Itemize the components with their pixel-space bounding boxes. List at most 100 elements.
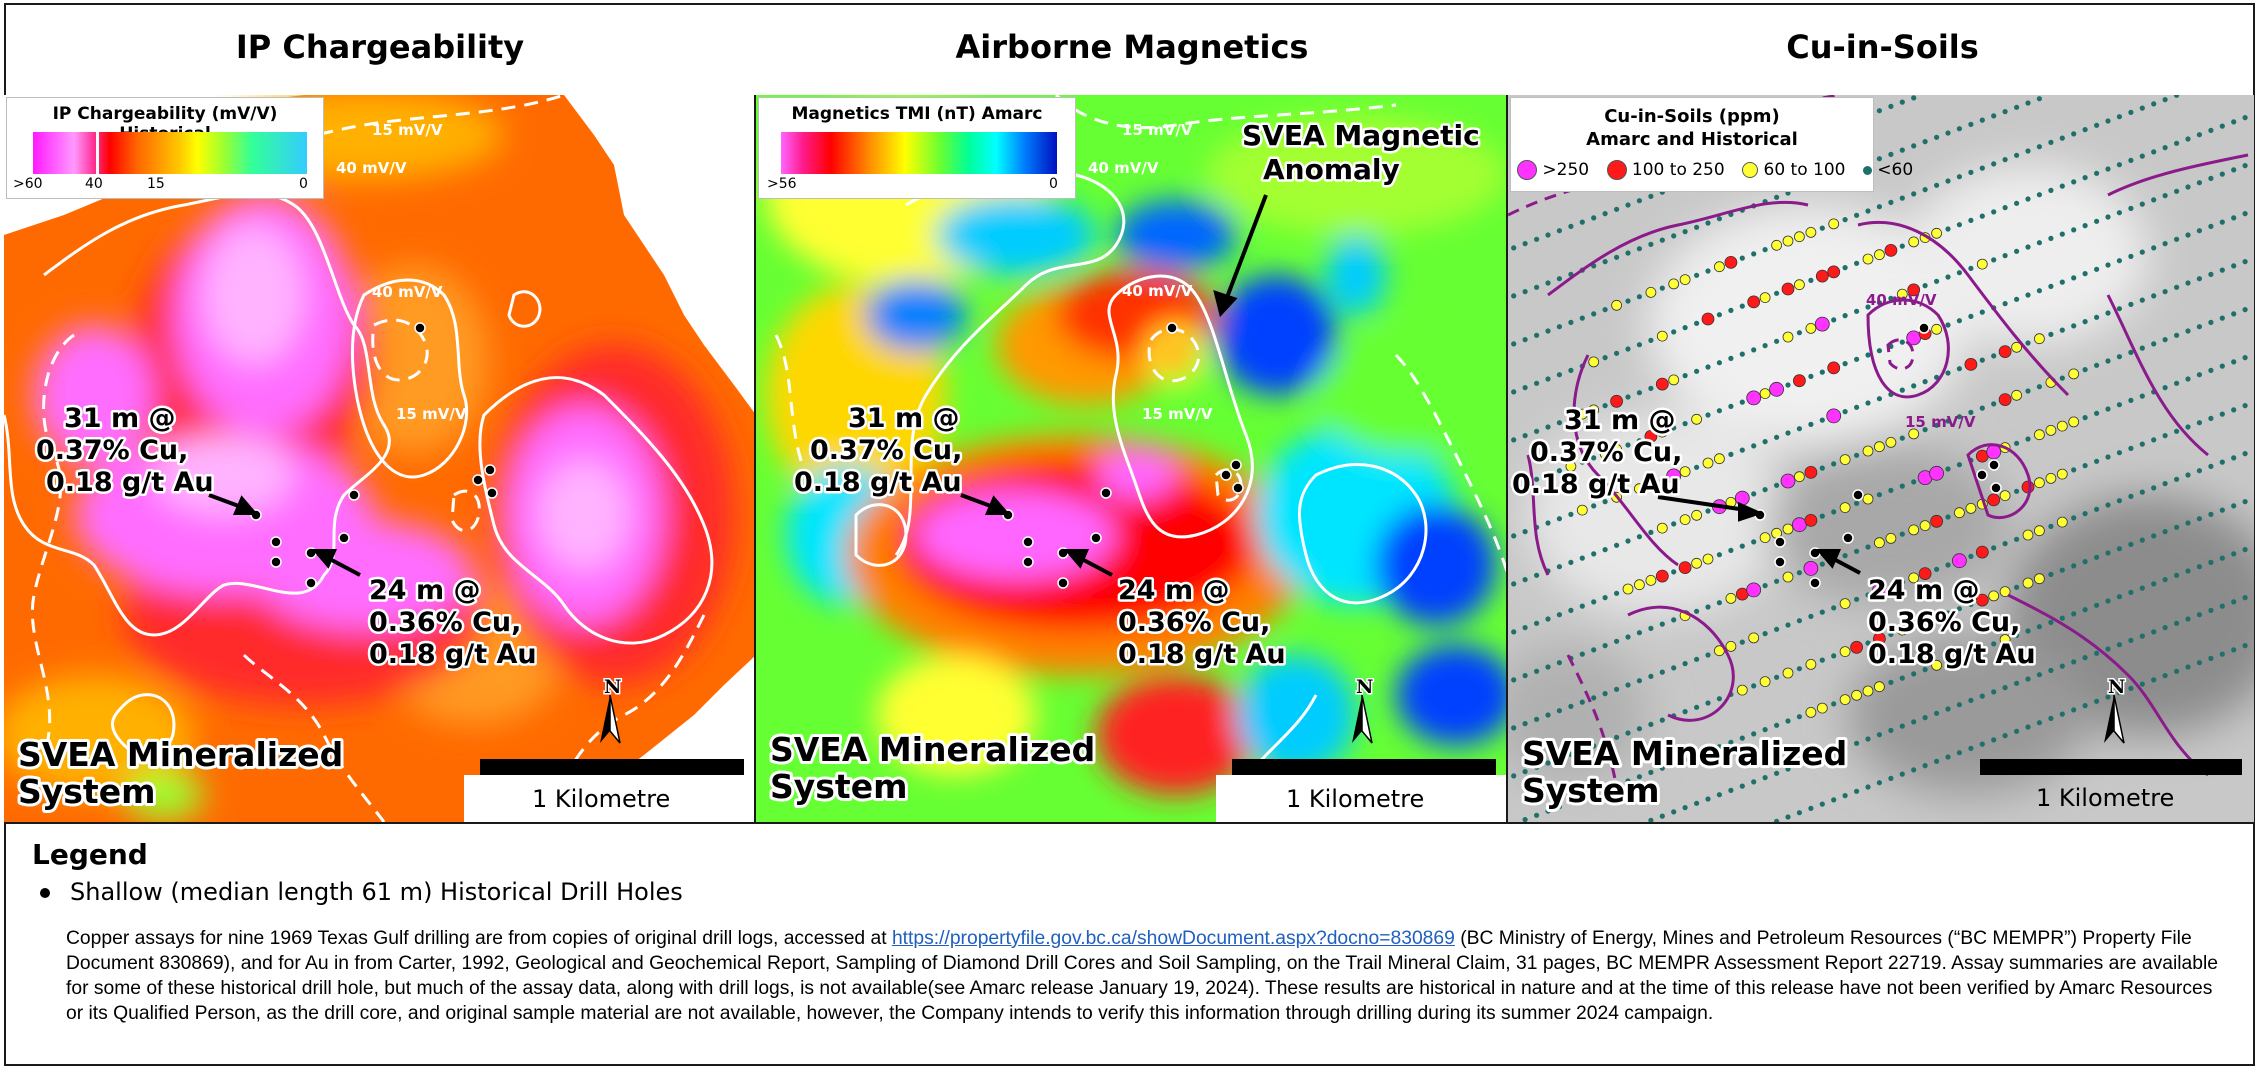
soil-sample [1819, 753, 1825, 759]
soil-sample [2071, 179, 2077, 185]
soil-sample [1872, 632, 1886, 646]
soil-sample [1579, 315, 1585, 321]
soil-sample [1991, 737, 1997, 743]
soil-sample [1602, 403, 1608, 409]
soil-sample [1839, 694, 1851, 705]
anomaly-label-2: Anomaly [1263, 153, 1400, 186]
soil-sample [2242, 307, 2248, 313]
soil-sample [1865, 640, 1871, 646]
soil-sample [2094, 506, 2100, 512]
soil-sample [1911, 623, 1917, 629]
soil-sample [1911, 719, 1917, 725]
soil-sample [1556, 516, 1562, 522]
soil-sample [1591, 503, 1597, 509]
soil-sample [1568, 223, 1574, 229]
scale-label: 1 Kilometre [1286, 785, 1424, 813]
soil-sample [1850, 640, 1864, 654]
soil-sample [1759, 292, 1771, 304]
soil-sample [1908, 428, 1920, 440]
soil-sample [1819, 465, 1825, 471]
soil-sample [1625, 346, 1631, 352]
soil-sample [1568, 607, 1574, 614]
soil-sample [2082, 415, 2088, 421]
soil-sample [2025, 628, 2031, 634]
soil-sample [1739, 783, 1745, 789]
soil-sample [1534, 284, 1540, 290]
soil-sample [2208, 367, 2214, 373]
soil-sample [2059, 711, 2065, 717]
soil-sample [2116, 546, 2122, 552]
soil-sample [1945, 706, 1951, 712]
soil-sample [2105, 214, 2111, 220]
soil-sample [1579, 219, 1585, 225]
soil-sample [1625, 490, 1631, 496]
soil-sample [1793, 231, 1805, 243]
soil-sample [1945, 226, 1951, 232]
soil-sample [1873, 441, 1885, 453]
soil-sample [1805, 659, 1817, 670]
soil-sample [1534, 764, 1540, 770]
soil-sample [1934, 182, 1940, 188]
soil-sample [1671, 425, 1677, 431]
soil-sample [2242, 451, 2248, 457]
ip-legend: IP Chargeability (mV/V) Historical >60 4… [6, 97, 324, 199]
soil-sample [2242, 163, 2248, 169]
soil-sample [2105, 550, 2111, 556]
soil-sample [2162, 433, 2168, 439]
soil-sample [1876, 732, 1882, 738]
soil-sample [1659, 237, 1665, 243]
soil-sample [1602, 691, 1608, 697]
soil-sample [1826, 408, 1842, 424]
soil-sample [1511, 677, 1517, 683]
soil-sample [1819, 609, 1825, 615]
soil-sample [1988, 590, 2000, 602]
soil-sample [2082, 271, 2088, 277]
soil-sample [1827, 361, 1841, 375]
soil-sample [1682, 661, 1688, 667]
soil-sample [1888, 199, 1894, 205]
soil-sample [1899, 531, 1905, 537]
soil-sample [2105, 598, 2111, 604]
soil-sample [2242, 355, 2248, 361]
soil-sample [2162, 289, 2168, 295]
soil-sample [2151, 197, 2157, 203]
soil-sample [1842, 217, 1848, 223]
soil-sample [1862, 493, 1874, 505]
soil-sample [1625, 202, 1631, 208]
panel-title-soils: Cu-in-Soils [1786, 28, 1979, 66]
soil-sample [1774, 674, 1780, 680]
soil-sample [2231, 551, 2237, 557]
soil-sample [1625, 250, 1631, 256]
soil-sample [1636, 390, 1642, 396]
soil-sample [1611, 443, 1622, 455]
soil-sample [1633, 579, 1645, 591]
soil-sample [1831, 509, 1837, 515]
soil-sample [2025, 148, 2031, 154]
soil-sample [1625, 730, 1631, 736]
note-text: Copper assays for nine 1969 Texas Gulf d… [66, 928, 892, 949]
soil-sample [2162, 385, 2168, 391]
soil-sample [2116, 498, 2122, 504]
source-note: Copper assays for nine 1969 Texas Gulf d… [66, 926, 2222, 1026]
class-label: 100 to 250 [1631, 160, 1725, 180]
soil-sample [2048, 139, 2054, 145]
soil-sample [2071, 515, 2077, 521]
source-link[interactable]: https://propertyfile.gov.bc.ca/showDocum… [891, 928, 1455, 949]
soil-sample [2128, 445, 2134, 451]
soil-sample [1979, 405, 1985, 411]
soil-sample [2011, 341, 2023, 353]
soil-sample [1791, 517, 1807, 533]
soil-sample [1873, 681, 1885, 693]
soil-sample [1899, 675, 1905, 681]
soil-sample [1659, 813, 1665, 819]
soil-sample [1922, 139, 1928, 145]
soil-sample [1934, 758, 1940, 764]
soil-sample [1899, 339, 1905, 345]
soil-sample [2128, 541, 2134, 547]
soil-sample [1885, 436, 1897, 448]
soil-sample [2071, 659, 2077, 665]
soil-sample [1576, 504, 1588, 516]
soil-sample [1774, 818, 1780, 822]
soil-sample [2128, 349, 2134, 355]
soil-sample [1568, 415, 1574, 421]
